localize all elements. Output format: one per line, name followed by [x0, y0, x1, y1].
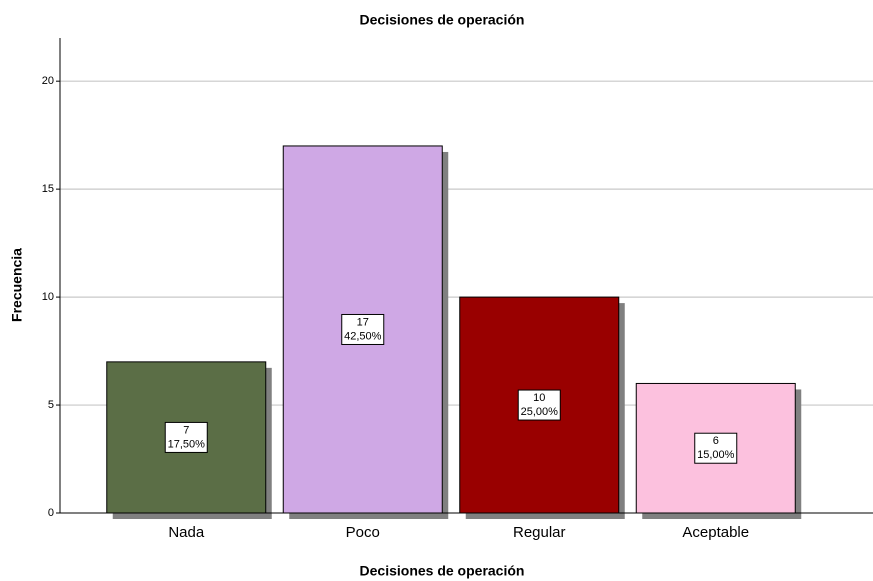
data-label-box: [164, 421, 208, 453]
data-label: 25,00%: [521, 406, 559, 418]
data-label: 10: [533, 392, 545, 404]
x-tick-label: Aceptable: [682, 524, 749, 541]
x-tick-label: Nada: [168, 524, 205, 541]
data-label: 42,50%: [344, 330, 382, 342]
x-tick-label: Regular: [513, 524, 566, 541]
data-label-box: [694, 432, 738, 464]
data-label-box: [517, 389, 561, 421]
data-label: 15,00%: [697, 449, 735, 461]
data-label: 7: [183, 424, 189, 436]
y-tick-label: 20: [42, 75, 54, 87]
y-tick-label: 5: [48, 399, 54, 411]
data-label-box: [341, 313, 385, 345]
data-label: 17: [357, 316, 369, 328]
data-label: 6: [713, 435, 719, 447]
y-tick-label: 15: [42, 183, 54, 195]
y-axis-label: Frecuencia: [9, 248, 25, 322]
x-axis-label: Decisiones de operación: [360, 563, 525, 579]
data-label: 17,50%: [168, 438, 206, 450]
y-tick-label: 10: [42, 291, 54, 303]
y-tick-label: 0: [48, 507, 54, 519]
chart-title: Decisiones de operación: [360, 12, 525, 28]
x-tick-label: Poco: [346, 524, 380, 541]
